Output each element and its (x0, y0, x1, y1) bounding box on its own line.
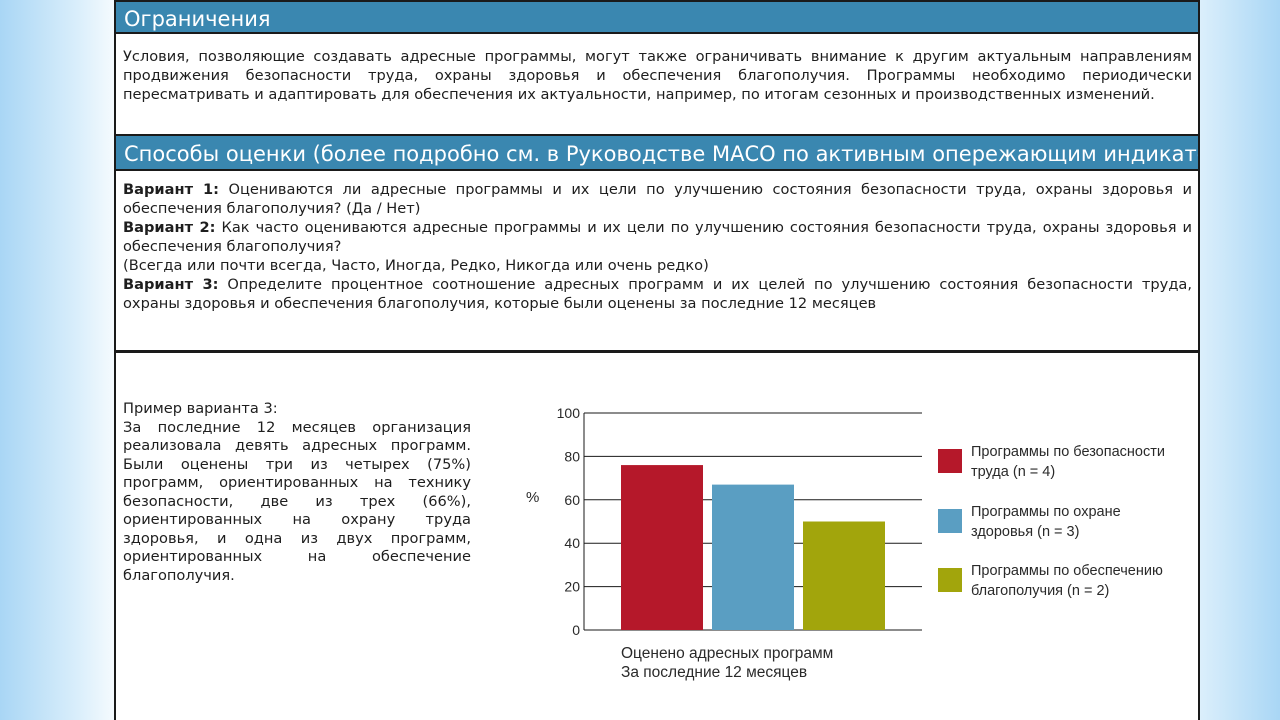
example-block: Пример варианта 3: За последние 12 месяц… (123, 400, 471, 585)
bar-2 (712, 484, 794, 630)
limitations-text: Условия, позволяющие создавать адресные … (123, 48, 1192, 103)
y-tick-label: 100 (557, 405, 581, 421)
y-tick-label: 20 (564, 579, 580, 595)
variant2-label: Вариант 2: (123, 219, 216, 236)
limitations-header: Ограничения (116, 0, 1198, 34)
y-tick-label: 80 (564, 448, 580, 464)
legend-label-1: Программы по безопасности (971, 444, 1165, 460)
bar-3 (803, 521, 885, 630)
variant3-text: Определите процентное соотношение адресн… (123, 276, 1192, 312)
chart-y-ticks: 0 20 40 60 80 100 (557, 405, 581, 638)
chart-bars (621, 465, 885, 630)
chart-legend: Программы по безопасности труда (n = 4) Пр… (938, 444, 1165, 599)
legend-swatch-2 (938, 509, 962, 533)
methods-text: Вариант 1: Оцениваются ли адресные прогр… (116, 180, 1198, 313)
legend-label-2: здоровья (n = 3) (971, 524, 1079, 540)
bar-chart: 0 20 40 60 80 100 Программы по безопасности тр… (526, 405, 1165, 681)
bar-1 (621, 465, 703, 630)
example-text: За последние 12 месяцев организация реал… (123, 418, 471, 584)
chart-x-label-line1: Оценено адресных программ (621, 645, 833, 662)
y-tick-label: 60 (564, 492, 580, 508)
variant1-text: Оцениваются ли адресные программы и их ц… (123, 181, 1192, 217)
legend-label-2: Программы по охране (971, 504, 1121, 520)
chart-y-label: % (526, 489, 539, 506)
legend-swatch-3 (938, 568, 962, 592)
legend-swatch-1 (938, 449, 962, 473)
section-divider (116, 350, 1198, 353)
variant3-label: Вариант 3: (123, 276, 219, 293)
y-tick-label: 40 (564, 535, 580, 551)
chart-x-label-line2: За последние 12 месяцев (621, 664, 807, 681)
legend-label-3: Программы по обеспечению (971, 563, 1163, 579)
legend-label-3: благополучия (n = 2) (971, 583, 1109, 599)
slide: Ограничения Условия, позволяющие создава… (114, 0, 1200, 720)
variant2-options: (Всегда или почти всегда, Часто, Иногда,… (123, 257, 709, 274)
legend-label-1: труда (n = 4) (971, 464, 1055, 480)
variant1-label: Вариант 1: (123, 181, 219, 198)
y-tick-label: 0 (572, 622, 580, 638)
methods-header: Способы оценки (более подробно см. в Рук… (116, 134, 1198, 171)
variant2-text: Как часто оцениваются адресные программы… (123, 219, 1192, 255)
example-heading: Пример варианта 3: (123, 400, 278, 417)
